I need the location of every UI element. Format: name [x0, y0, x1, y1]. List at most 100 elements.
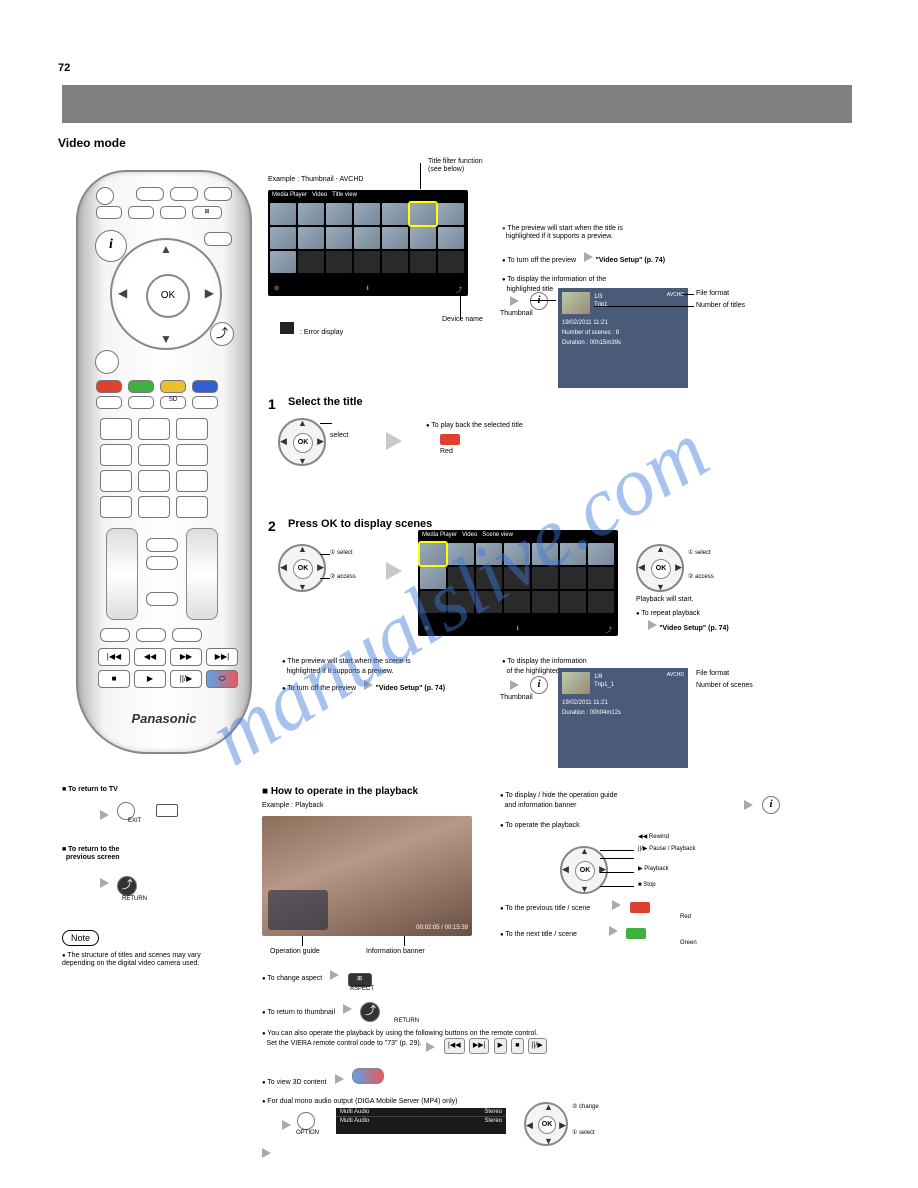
sb2-l: ⚙	[424, 625, 429, 634]
playback-time: 00:02:05 / 00:15:39	[416, 925, 468, 932]
num-3	[176, 418, 208, 440]
remote-row2-2	[128, 206, 154, 219]
pb-prev: |◀◀	[98, 648, 130, 666]
middle-small-1	[146, 538, 178, 552]
nav-pad-ma: ▲▼◀▶ OK	[524, 1102, 568, 1146]
to-display-info: To display the information of the	[507, 276, 606, 283]
top-example-label: Example : Thumbnail - AVCHD	[268, 176, 363, 184]
num-8	[138, 470, 170, 492]
to-repeat-lbl: To repeat playback	[641, 610, 700, 617]
step-1-heading: Select the title	[288, 396, 363, 408]
nav-pad-step1: ▲▼◀▶ OK	[278, 418, 326, 466]
arrow-icon-2	[510, 296, 519, 308]
playback-example-label: Example : Playback	[262, 802, 323, 810]
op-play: ▶ Playback	[638, 866, 669, 873]
screen2-title: Media Player Video Scene view	[422, 532, 513, 539]
nav-left-icon: ◀	[118, 286, 127, 300]
info-icon-1: i	[530, 292, 548, 310]
volume-rocker	[106, 528, 138, 620]
colour-yellow-key	[160, 380, 186, 393]
file-format-label: File format	[696, 290, 729, 298]
num-scenes-label: Number of scenes	[696, 682, 753, 690]
step-2-heading: Press OK to display scenes	[288, 518, 432, 530]
top-thumb-screen: Media Player Video Title view ⚙ ℹ ⤴	[268, 190, 468, 296]
threed-row: ● To view 3D content	[262, 1068, 384, 1087]
remote-control: ⊞ i ▲ ▼ ◀ ▶ OK ⤴ SD	[76, 170, 248, 750]
next-chap-row: ● To the next title / scene	[500, 926, 646, 939]
option-key-label: OPTION	[296, 1130, 319, 1137]
info-thumb	[562, 292, 590, 314]
op-stop: ■ Stop	[638, 882, 656, 889]
leader-s1	[320, 423, 332, 424]
num-titles-label: Number of titles	[696, 302, 745, 310]
option-circle-icon	[297, 1112, 315, 1130]
leader-s2a	[320, 554, 330, 555]
pb-ff: ▶▶	[170, 648, 202, 666]
red-key-label-2: Red	[680, 914, 691, 921]
num-5	[138, 444, 170, 466]
to-playback-label: ● To play back the selected title	[426, 420, 523, 430]
num-2	[138, 418, 170, 440]
device-name-label: Device name	[442, 316, 483, 324]
aspect-label: ASPECT	[350, 986, 374, 993]
info-cnt: 1/3	[594, 294, 602, 301]
colour-blue-key	[192, 380, 218, 393]
sto-arrow	[426, 1042, 435, 1054]
scene-trip: Trip1_1	[594, 682, 614, 689]
num-0	[138, 496, 170, 518]
to-playback-text: To play back the selected title	[431, 422, 522, 429]
op-pause: ||/▶ Pause / Playback	[638, 846, 695, 853]
nav-pad-play-ok: OK	[575, 861, 595, 881]
nav-pad-step2: ▲▼◀▶ OK	[278, 544, 326, 592]
ma-change: ① select	[572, 1130, 595, 1137]
ma-label-2: Multi Audio	[340, 1118, 369, 1124]
playback-help-head: ■ How to operate in the playback	[262, 786, 418, 797]
arrow-i-3	[744, 800, 753, 812]
remote-small-right	[204, 232, 232, 246]
error-display-text: : Error display	[300, 329, 343, 336]
remote-top-btn-1	[136, 187, 164, 201]
info-icon-2: i	[530, 676, 548, 694]
nav-down-icon: ▼	[160, 332, 172, 346]
nav-right-icon: ▶	[205, 286, 214, 300]
preview-note-1: ● The preview will start when the title …	[502, 225, 623, 240]
red-key-label-1: Red	[440, 448, 453, 456]
nav-pad2-ok: OK	[293, 559, 313, 579]
ma-value-2: Stereo	[484, 1118, 502, 1124]
remote-btn-left	[95, 350, 119, 374]
page-number: 72	[58, 62, 70, 74]
small-row-1	[100, 628, 130, 642]
leader-st	[600, 886, 634, 887]
pb-play: ▶	[134, 670, 166, 688]
sb2-m: ℹ	[517, 625, 519, 634]
display-hide-row: ● To display / hide the operation guide …	[500, 790, 617, 809]
info-date: 19/02/2011 11:21	[562, 320, 608, 327]
pb-rew: ◀◀	[134, 648, 166, 666]
return-icon: ⤴	[117, 876, 137, 896]
aspect-icon: ⊞	[348, 973, 372, 987]
turnoff-preview-row: ● To turn off the preview "Video Setup" …	[502, 252, 665, 265]
title-filter-ref: (see below)	[428, 166, 464, 173]
nav-pad-ma-ok: OK	[538, 1116, 556, 1134]
scene-info-box: AVCHD 1/8 Trip1_1 19/02/2011 11:21 Durat…	[558, 668, 688, 768]
sb-r: ⤴	[456, 285, 462, 294]
arrow-icon	[584, 252, 593, 262]
red-key-icon-1	[440, 434, 460, 445]
remote-body: ⊞ i ▲ ▼ ◀ ▶ OK ⤴ SD	[76, 170, 252, 754]
screen-title: Media Player Video Title view	[272, 192, 357, 199]
blank-key	[156, 804, 178, 817]
title-filter-text: Title filter function	[428, 158, 483, 165]
playback-start: Playback will start.	[636, 596, 694, 604]
thumb-label-1: Thumbnail	[500, 310, 533, 318]
big-arrow-1	[386, 432, 402, 450]
error-display-note: : Error display	[280, 322, 343, 337]
info-scenes: Number of scenes : 8	[562, 330, 619, 337]
num-9	[176, 470, 208, 492]
preview-note-1b: highlighted if it supports a preview.	[506, 233, 613, 240]
colour-red-key	[96, 380, 122, 393]
select-label-1: select	[330, 432, 348, 440]
to-repeat-ref: "Video Setup" (p. 74)	[648, 620, 729, 633]
num-ext-r	[176, 496, 208, 518]
preview-note-1a: The preview will start when the title is	[507, 225, 623, 232]
num-6	[176, 444, 208, 466]
